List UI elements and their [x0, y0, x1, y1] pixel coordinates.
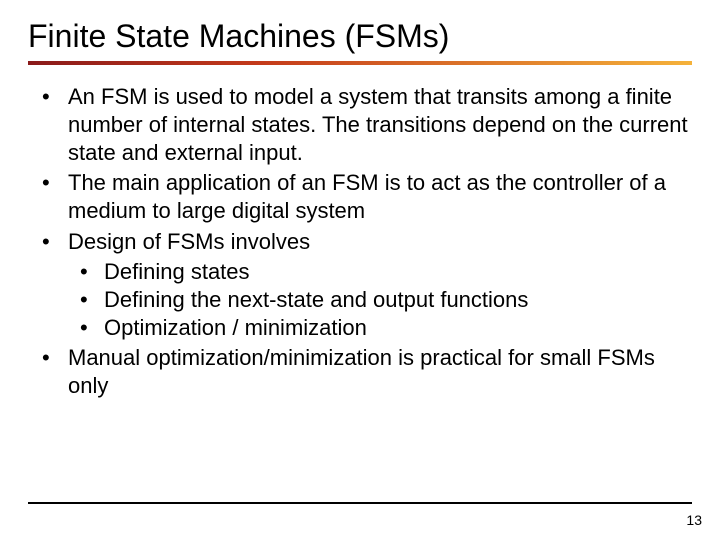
bullet-item: Manual optimization/minimization is prac…: [30, 344, 692, 400]
bullet-text: Design of FSMs involves: [68, 229, 310, 254]
sub-bullet-item: Defining the next-state and output funct…: [68, 286, 692, 314]
sub-bullet-item: Optimization / minimization: [68, 314, 692, 342]
title-divider: [28, 61, 692, 65]
slide-content: An FSM is used to model a system that tr…: [28, 83, 692, 401]
page-number: 13: [686, 512, 702, 528]
bullet-text: The main application of an FSM is to act…: [68, 170, 666, 223]
sub-bullet-text: Defining the next-state and output funct…: [104, 287, 528, 312]
sub-bullet-text: Optimization / minimization: [104, 315, 367, 340]
sub-bullet-item: Defining states: [68, 258, 692, 286]
slide-title: Finite State Machines (FSMs): [28, 18, 692, 55]
bullet-item: Design of FSMs involves Defining states …: [30, 228, 692, 343]
sub-bullet-text: Defining states: [104, 259, 250, 284]
bullet-text: Manual optimization/minimization is prac…: [68, 345, 655, 398]
slide: Finite State Machines (FSMs) An FSM is u…: [0, 0, 720, 540]
sub-bullet-list: Defining states Defining the next-state …: [68, 258, 692, 342]
bullet-text: An FSM is used to model a system that tr…: [68, 84, 688, 165]
bullet-item: An FSM is used to model a system that tr…: [30, 83, 692, 167]
bullet-list: An FSM is used to model a system that tr…: [30, 83, 692, 401]
footer-divider: [28, 502, 692, 504]
bullet-item: The main application of an FSM is to act…: [30, 169, 692, 225]
